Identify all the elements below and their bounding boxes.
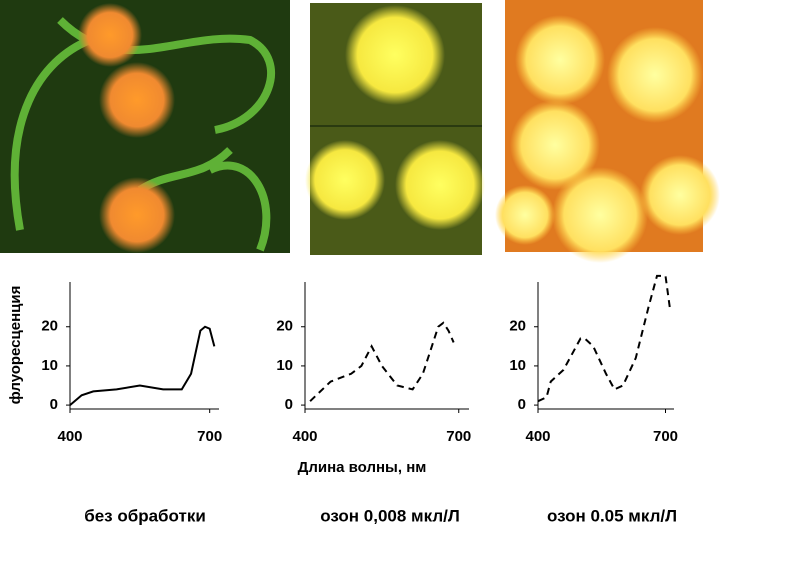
x-tick-label: 400 bbox=[57, 428, 82, 445]
y-tick-label: 0 bbox=[50, 396, 58, 413]
data-line bbox=[537, 274, 671, 403]
x-tick-label: 700 bbox=[197, 428, 222, 445]
y-axis-label: флуоресценция bbox=[7, 286, 24, 405]
x-tick-label: 400 bbox=[525, 428, 550, 445]
y-tick-label: 20 bbox=[509, 318, 526, 335]
caption: без обработки bbox=[84, 506, 206, 525]
micrograph-control bbox=[0, 0, 290, 253]
y-tick-label: 0 bbox=[518, 396, 526, 413]
y-tick-label: 0 bbox=[285, 396, 293, 413]
caption: озон 0,008 мкл/Л bbox=[320, 506, 460, 525]
data-line bbox=[309, 321, 455, 402]
y-tick-label: 20 bbox=[276, 318, 293, 335]
x-tick-label: 400 bbox=[292, 428, 317, 445]
y-tick-label: 20 bbox=[41, 318, 58, 335]
data-line bbox=[69, 325, 216, 406]
y-tick-label: 10 bbox=[41, 357, 58, 374]
micrograph-ozone-low bbox=[305, 3, 485, 255]
x-tick-label: 700 bbox=[446, 428, 471, 445]
x-tick-label: 700 bbox=[653, 428, 678, 445]
caption: озон 0.05 мкл/Л bbox=[547, 506, 677, 525]
x-axis-label: Длина волны, нм bbox=[298, 459, 427, 476]
micrograph-ozone-high bbox=[495, 0, 720, 263]
y-tick-label: 10 bbox=[276, 357, 293, 374]
y-tick-label: 10 bbox=[509, 357, 526, 374]
